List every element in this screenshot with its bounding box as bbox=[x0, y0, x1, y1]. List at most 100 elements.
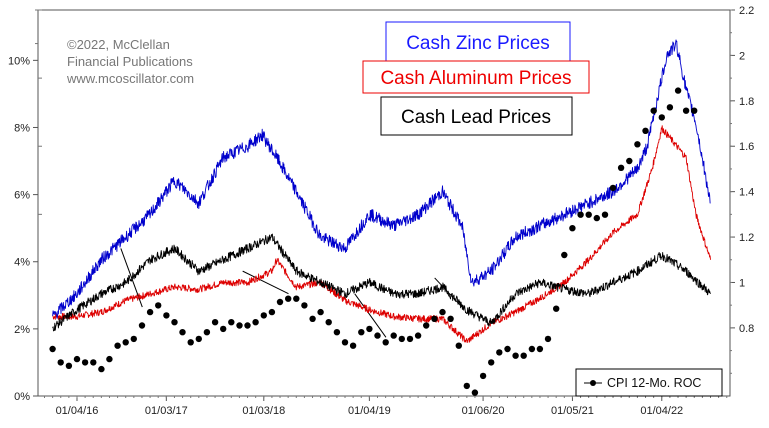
left-tick-label: 10% bbox=[8, 55, 30, 67]
copyright-line-3: www.mcoscillator.com bbox=[66, 71, 194, 86]
x-tick-label: 01/03/17 bbox=[145, 405, 188, 417]
cpi-point bbox=[666, 104, 674, 111]
cpi-point bbox=[341, 339, 349, 346]
x-tick-label: 01/04/16 bbox=[56, 405, 99, 417]
cpi-point bbox=[471, 389, 479, 396]
cpi-point bbox=[682, 107, 690, 114]
legend-zinc: Cash Zinc Prices bbox=[385, 21, 571, 63]
cpi-point bbox=[349, 342, 357, 349]
cpi-point bbox=[98, 365, 105, 373]
cpi-point bbox=[325, 319, 332, 326]
cpi-dots bbox=[49, 87, 698, 396]
cpi-point bbox=[447, 315, 454, 322]
left-tick-label: 8% bbox=[14, 122, 30, 134]
left-tick-label: 0% bbox=[14, 391, 30, 403]
cpi-point bbox=[333, 329, 341, 336]
left-tick-label: 6% bbox=[14, 190, 30, 202]
cpi-point bbox=[366, 325, 373, 333]
cpi-point bbox=[439, 308, 446, 316]
right-tick-label: 1 bbox=[739, 277, 745, 289]
right-tick-label: 1.4 bbox=[739, 187, 754, 199]
cpi-point bbox=[455, 342, 462, 349]
cpi-point bbox=[90, 359, 97, 366]
cpi-point bbox=[81, 359, 89, 366]
legend-zinc-label: Cash Zinc Prices bbox=[406, 33, 550, 54]
cpi-point bbox=[650, 107, 657, 114]
cpi-point bbox=[57, 359, 64, 366]
cpi-point bbox=[463, 382, 470, 390]
cpi-point bbox=[228, 319, 235, 326]
cpi-point bbox=[431, 315, 438, 322]
axes: 01/04/16 01/03/17 01/03/18 01/04/19 01/06/20… bbox=[8, 5, 754, 417]
legend-cpi-label: CPI 12-Mo. ROC bbox=[607, 376, 701, 390]
cpi-point bbox=[390, 332, 397, 339]
cpi-point bbox=[301, 302, 308, 309]
cpi-point bbox=[252, 319, 259, 326]
cpi-point bbox=[114, 342, 121, 349]
right-tick-label: 0.8 bbox=[739, 323, 754, 335]
cpi-point bbox=[358, 329, 365, 336]
cpi-point bbox=[285, 295, 292, 302]
cpi-point bbox=[260, 312, 267, 319]
cpi-point bbox=[691, 107, 698, 114]
cpi-point bbox=[382, 339, 389, 346]
cpi-point bbox=[536, 345, 544, 353]
series-line-0 bbox=[52, 39, 711, 319]
legend-cpi-dot-icon bbox=[590, 380, 596, 386]
right-tick-label: 1.8 bbox=[739, 96, 754, 108]
right-tick-label: 1.2 bbox=[739, 232, 754, 244]
cpi-point bbox=[658, 114, 665, 121]
x-tick-label: 01/06/20 bbox=[462, 405, 505, 417]
cpi-point bbox=[203, 329, 211, 336]
x-tick-label: 01/03/18 bbox=[242, 405, 285, 417]
cpi-point bbox=[106, 355, 113, 363]
cpi-point bbox=[155, 302, 162, 309]
series-line-2 bbox=[52, 233, 711, 332]
cycle-arrow bbox=[354, 293, 387, 338]
legend-aluminum-label: Cash Aluminum Prices bbox=[380, 68, 571, 89]
cpi-point bbox=[374, 332, 381, 339]
cpi-point bbox=[211, 319, 219, 326]
legend-lead-label: Cash Lead Prices bbox=[401, 107, 551, 128]
cpi-point bbox=[138, 322, 146, 329]
cpi-point bbox=[496, 349, 503, 356]
left-tick-label: 2% bbox=[14, 324, 30, 336]
cpi-point bbox=[520, 352, 527, 359]
cpi-point bbox=[309, 315, 316, 322]
cpi-point bbox=[674, 87, 682, 94]
cpi-point bbox=[317, 308, 324, 316]
copyright-block: ©2022, McClellan Financial Publications … bbox=[66, 37, 194, 86]
cpi-point bbox=[187, 339, 194, 346]
cpi-point bbox=[553, 305, 560, 312]
cpi-point bbox=[220, 325, 227, 333]
cpi-point bbox=[601, 211, 609, 218]
x-tick-label: 01/05/21 bbox=[551, 405, 594, 417]
cpi-point bbox=[122, 339, 129, 346]
plot-frame bbox=[37, 9, 731, 397]
cpi-point bbox=[406, 335, 414, 343]
cpi-point bbox=[479, 372, 487, 380]
cpi-point bbox=[171, 319, 178, 326]
cpi-point bbox=[73, 355, 81, 363]
cpi-point bbox=[642, 127, 649, 134]
cpi-point bbox=[488, 359, 495, 366]
cpi-point bbox=[195, 335, 202, 343]
x-tick-label: 01/04/22 bbox=[640, 405, 683, 417]
right-tick-label: 2 bbox=[739, 50, 745, 62]
cpi-point bbox=[236, 322, 243, 329]
cpi-point bbox=[179, 329, 186, 336]
cpi-point bbox=[577, 211, 584, 218]
cpi-point bbox=[569, 225, 576, 232]
cpi-point bbox=[528, 345, 536, 353]
cpi-point bbox=[561, 251, 568, 259]
cpi-point bbox=[634, 141, 641, 148]
right-tick-label: 2.2 bbox=[739, 5, 754, 17]
series-line-1 bbox=[52, 125, 711, 344]
cpi-point bbox=[398, 335, 405, 343]
cpi-point bbox=[244, 322, 251, 329]
cpi-point bbox=[268, 308, 276, 316]
legend-aluminum: Cash Aluminum Prices bbox=[362, 60, 590, 94]
cpi-point bbox=[130, 335, 137, 343]
cpi-point bbox=[544, 335, 552, 343]
